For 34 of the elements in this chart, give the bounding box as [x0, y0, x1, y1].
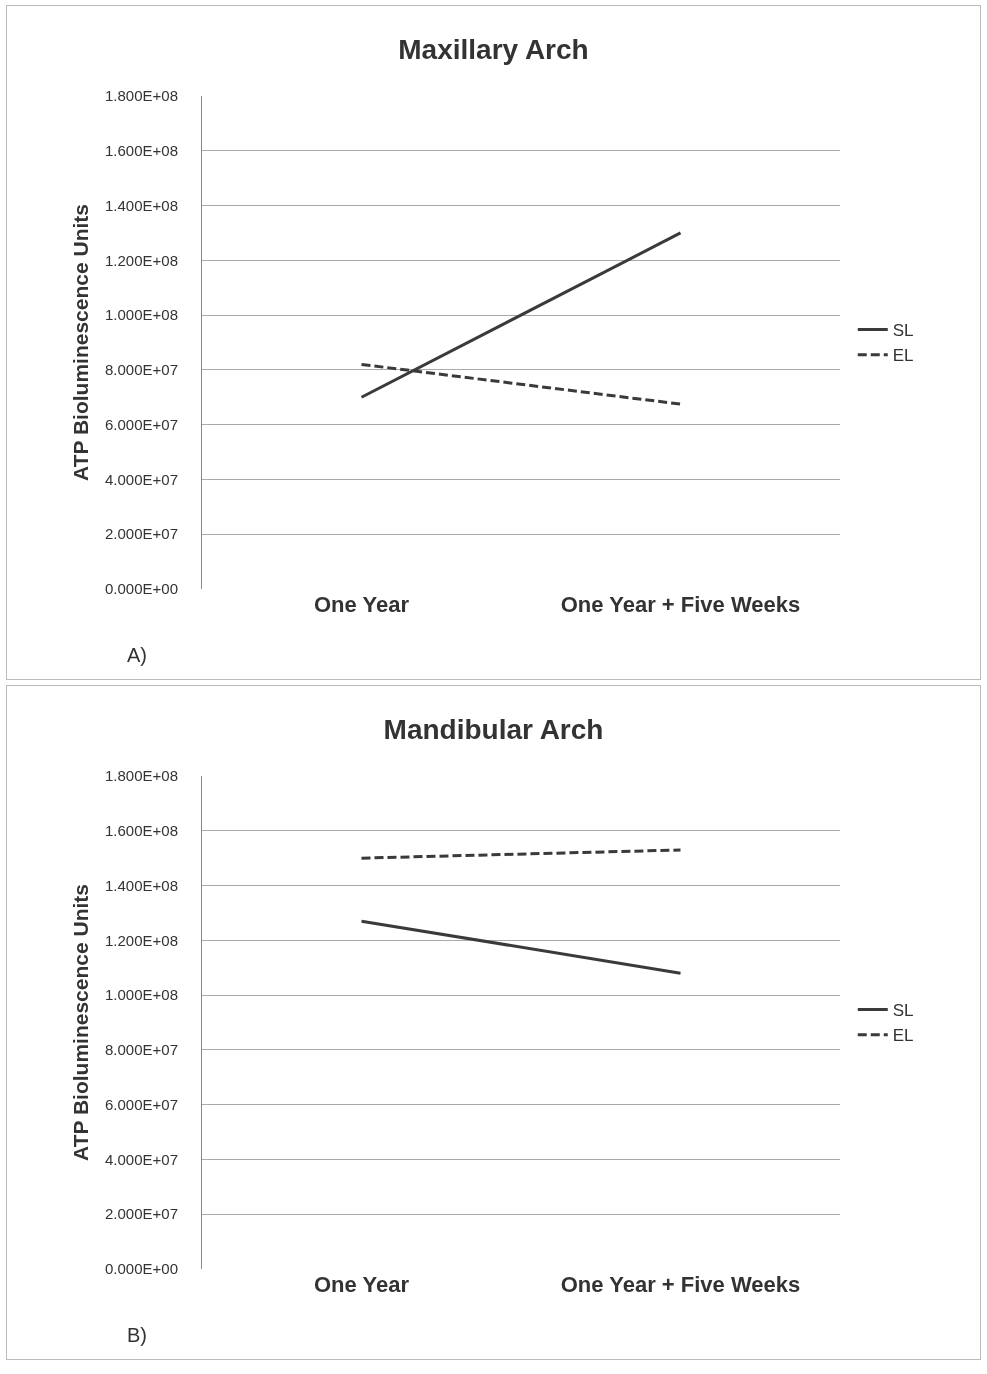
y-tick-label: 1.200E+08 [105, 931, 178, 949]
legend-label: SL [892, 321, 914, 341]
text: B) [127, 1324, 147, 1346]
y-tick-label: 6.000E+07 [105, 415, 178, 433]
y-tick-label: 4.000E+07 [105, 1150, 178, 1168]
text: A) [127, 644, 147, 666]
y-tick-label: 4.000E+07 [105, 470, 178, 488]
legend-label: EL [892, 346, 914, 366]
legend-label: SL [892, 1001, 914, 1021]
y-tick-label: 1.200E+08 [105, 251, 178, 269]
legend-label: EL [892, 1026, 914, 1046]
y-axis-title: ATP Bioluminescence Units [69, 884, 93, 1161]
y-tick-label: 1.800E+08 [105, 767, 178, 785]
y-tick-label: 1.600E+08 [105, 822, 178, 840]
x-tick-label: One Year + Five Weeks [560, 592, 801, 617]
chart-title: Mandibular Arch [383, 714, 604, 746]
y-tick-label: 8.000E+07 [105, 1041, 178, 1059]
x-tick-label: One Year [314, 1272, 410, 1297]
chart-title: Maxillary Arch [398, 34, 589, 66]
y-tick-label: 1.800E+08 [105, 87, 178, 105]
y-tick-label: 1.000E+08 [105, 986, 178, 1004]
y-tick-label: 0.000E+00 [105, 580, 178, 598]
x-tick-label: One Year [314, 592, 410, 617]
y-tick-label: 8.000E+07 [105, 361, 178, 379]
y-axis-title: ATP Bioluminescence Units [69, 204, 93, 481]
y-tick-label: 1.000E+08 [105, 306, 178, 324]
y-tick-label: 1.600E+08 [105, 142, 178, 160]
x-tick-label: One Year + Five Weeks [560, 1272, 801, 1297]
y-tick-label: 6.000E+07 [105, 1095, 178, 1113]
y-tick-label: 1.400E+08 [105, 196, 178, 214]
y-tick-label: 2.000E+07 [105, 1205, 178, 1223]
y-tick-label: 1.400E+08 [105, 876, 178, 894]
y-tick-label: 0.000E+00 [105, 1260, 178, 1278]
y-tick-label: 2.000E+07 [105, 525, 178, 543]
